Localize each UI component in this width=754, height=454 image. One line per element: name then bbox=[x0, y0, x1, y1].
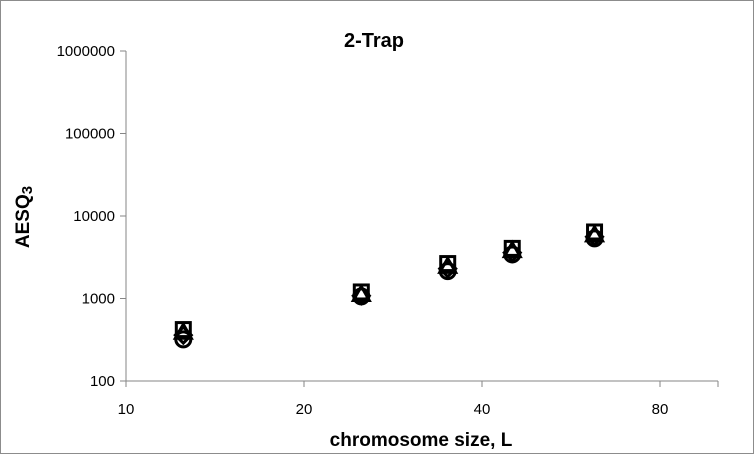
x-tick-label: 20 bbox=[296, 401, 313, 418]
axes-group: 100 1000 10000 100000 1000000 10 20 40 80 bbox=[57, 43, 719, 418]
data-marks-group bbox=[172, 223, 606, 349]
y-axis-label: AESQ3 bbox=[13, 186, 36, 248]
chart-title: 2-Trap bbox=[344, 30, 404, 52]
circle-marker bbox=[174, 330, 193, 349]
circle-marker bbox=[585, 229, 604, 248]
x-tick-label: 10 bbox=[118, 401, 135, 418]
circle-marker bbox=[438, 262, 457, 281]
circle-marker bbox=[503, 245, 522, 264]
y-tick-label: 100000 bbox=[65, 126, 115, 143]
x-axis-label: chromosome size, L bbox=[330, 430, 513, 451]
x-tick-label: 80 bbox=[652, 401, 669, 418]
circle-marker bbox=[352, 287, 371, 306]
y-tick-label: 1000000 bbox=[57, 43, 115, 60]
y-tick-label: 1000 bbox=[82, 291, 115, 308]
x-tick-label: 40 bbox=[474, 401, 491, 418]
y-tick-label: 10000 bbox=[73, 208, 115, 225]
y-axis-label-subscript: 3 bbox=[19, 186, 36, 194]
y-axis-label-main: AESQ bbox=[13, 194, 34, 248]
y-tick-label: 100 bbox=[90, 373, 115, 390]
